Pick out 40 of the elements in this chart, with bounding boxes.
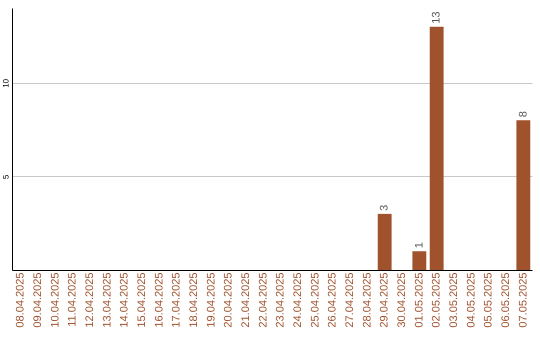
y-tick-label: 10 [2, 78, 10, 88]
x-tick-label: 26.04.2025 [326, 272, 339, 328]
x-tick-label: 29.04.2025 [378, 272, 391, 328]
bar [516, 120, 530, 270]
x-tick-label: 05.05.2025 [482, 272, 495, 328]
x-tick-label: 19.04.2025 [205, 272, 218, 328]
x-tick-label: 16.04.2025 [153, 272, 166, 328]
x-tick-label: 23.04.2025 [274, 272, 287, 328]
data-label: 3 [378, 204, 391, 211]
x-tick-label: 28.04.2025 [361, 272, 374, 328]
x-tick-label: 20.04.2025 [222, 272, 235, 328]
data-label: 1 [413, 242, 426, 248]
x-tick-label: 14.04.2025 [118, 272, 131, 328]
data-label: 8 [517, 111, 530, 118]
y-tick-label: 5 [2, 174, 10, 180]
x-tick-label: 01.05.2025 [413, 272, 426, 328]
bar [412, 251, 426, 270]
x-tick-label: 11.04.2025 [66, 272, 79, 327]
x-tick-label: 06.05.2025 [500, 272, 512, 328]
x-tick-label: 25.04.2025 [309, 272, 322, 328]
x-tick-label: 17.04.2025 [170, 272, 183, 328]
x-tick-label: 09.04.2025 [32, 272, 44, 328]
x-tick-label: 18.04.2025 [188, 272, 200, 328]
x-tick-label: 30.04.2025 [396, 272, 408, 328]
x-tick-label: 08.04.2025 [14, 272, 27, 328]
bar [430, 26, 444, 270]
data-label: 13 [430, 11, 443, 24]
x-tick-label: 04.05.2025 [465, 272, 478, 328]
x-tick-label: 13.04.2025 [101, 272, 114, 328]
x-tick-label: 21.04.2025 [240, 272, 252, 328]
bar [378, 214, 392, 270]
x-tick-label: 27.04.2025 [344, 272, 356, 328]
x-tick-label: 02.05.2025 [430, 272, 443, 328]
x-tick-label: 12.04.2025 [84, 272, 96, 328]
x-tick-label: 10.04.2025 [49, 272, 62, 328]
x-tick-label: 07.05.2025 [517, 272, 530, 328]
x-tick-label: 15.04.2025 [136, 272, 148, 328]
x-tick-label: 22.04.2025 [257, 272, 270, 328]
x-tick-label: 03.05.2025 [448, 272, 460, 328]
x-tick-label: 24.04.2025 [292, 272, 304, 328]
